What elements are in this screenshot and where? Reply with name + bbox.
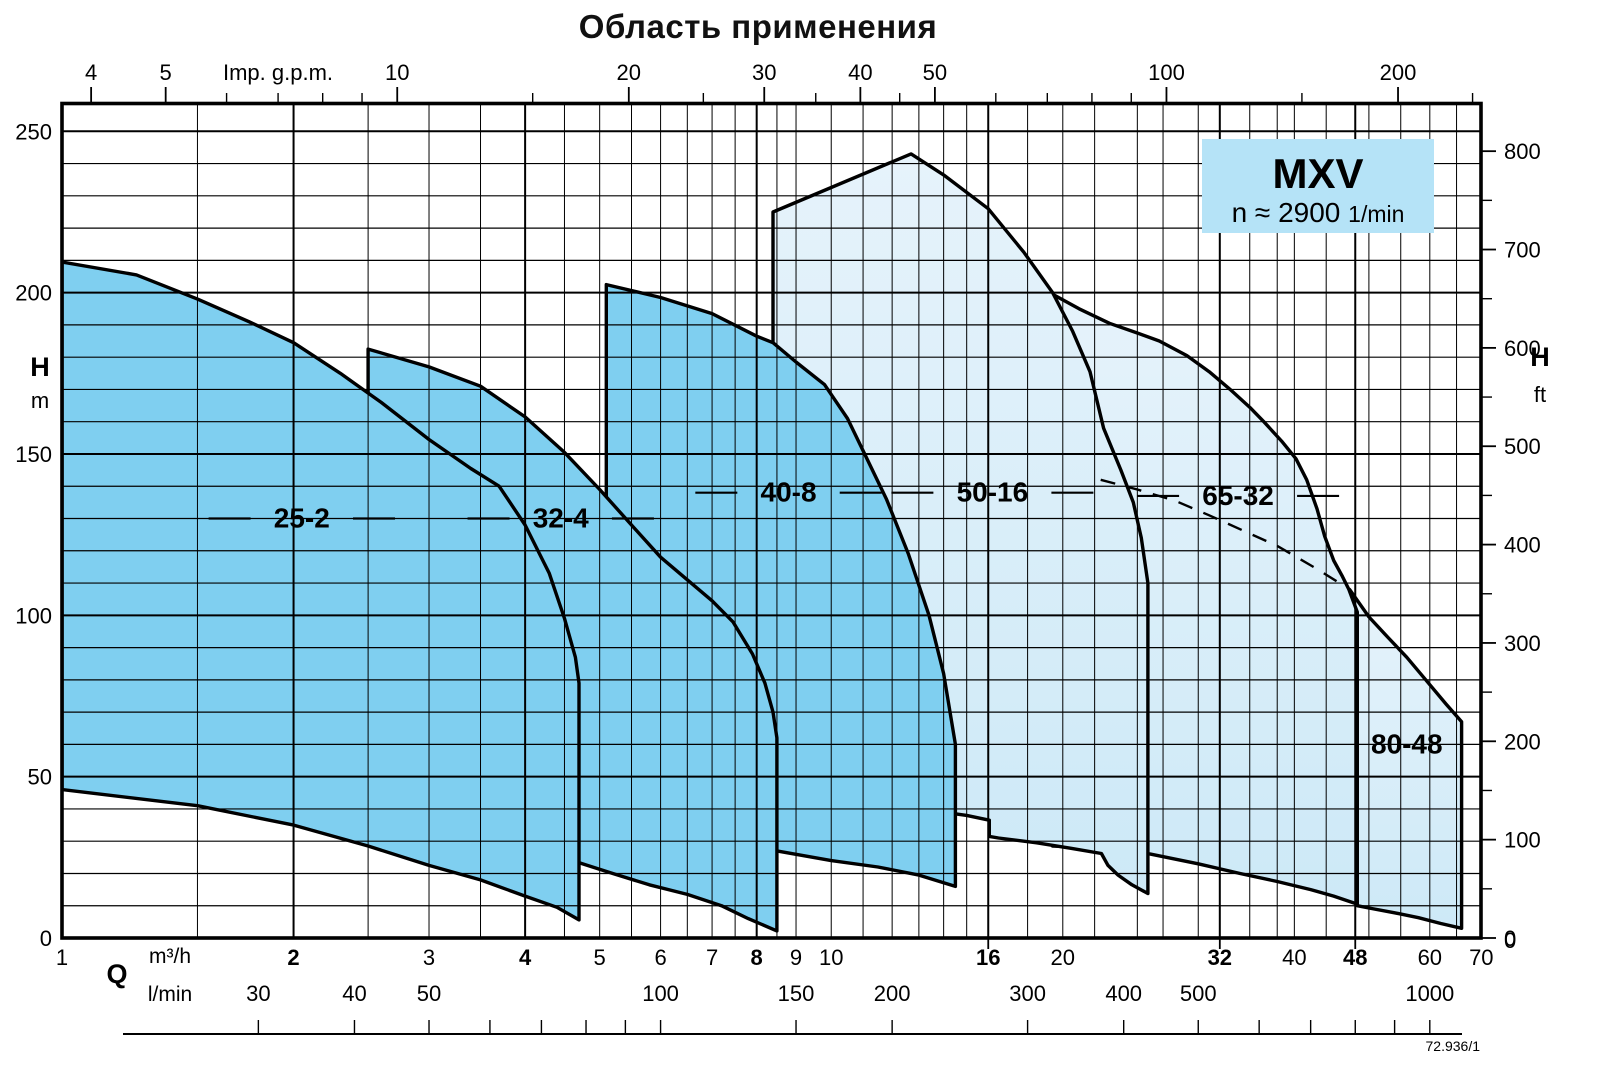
axis-top-gpm: 4 5 10 20 30 40 50 100 200 Imp. g.p.m. bbox=[85, 60, 1474, 104]
pump-labels: 25-2 32-4 40-8 50-16 65-32 80-48 bbox=[208, 477, 1443, 759]
tick-label-left: 0 bbox=[40, 926, 52, 951]
envelope-25-2 bbox=[62, 260, 581, 922]
drawing-reference: 72.936/1 bbox=[1426, 1038, 1481, 1054]
tick-label-m3h: 48 bbox=[1343, 945, 1367, 970]
tick-label-m3h: 8 bbox=[751, 945, 763, 970]
tick-label-m3h: 32 bbox=[1208, 945, 1232, 970]
tick-label-lmin: 30 bbox=[246, 981, 270, 1006]
tick-label-m3h: 5 bbox=[594, 945, 606, 970]
axis-left-unit: m bbox=[31, 388, 49, 413]
pump-label-40-8: 40-8 bbox=[761, 477, 817, 508]
axis-top-unit-label: Imp. g.p.m. bbox=[223, 60, 333, 85]
pump-label-80-48: 80-48 bbox=[1371, 728, 1443, 759]
model-badge-box bbox=[1202, 139, 1434, 233]
tick-label-lmin: 500 bbox=[1180, 981, 1217, 1006]
tick-label-top: 30 bbox=[752, 60, 776, 85]
tick-label-right: 600 bbox=[1504, 336, 1541, 361]
tick-label-m3h: 2 bbox=[287, 945, 299, 970]
axis-right-unit: ft bbox=[1534, 382, 1546, 407]
axis-bottom-name: Q bbox=[106, 959, 127, 989]
model-badge-speed: n ≈ 2900 1/min bbox=[1232, 197, 1405, 228]
tick-label-m3h: 3 bbox=[423, 945, 435, 970]
tick-label-lmin: 150 bbox=[778, 981, 815, 1006]
pump-label-25-2: 25-2 bbox=[274, 503, 330, 534]
tick-label-top: 50 bbox=[923, 60, 947, 85]
tick-label-right: 100 bbox=[1504, 828, 1541, 853]
axis-right-name: H bbox=[1530, 342, 1550, 372]
tick-label-lmin: 40 bbox=[342, 981, 366, 1006]
tick-label-right: 400 bbox=[1504, 533, 1541, 558]
tick-label-right: 800 bbox=[1504, 139, 1541, 164]
tick-label-m3h: 20 bbox=[1051, 945, 1075, 970]
tick-label-m3h: 4 bbox=[519, 945, 532, 970]
tick-label-top: 10 bbox=[385, 60, 409, 85]
tick-label-m3h: 6 bbox=[654, 945, 666, 970]
tick-label-left: 250 bbox=[15, 119, 52, 144]
tick-label-left: 50 bbox=[28, 765, 52, 790]
envelope-80-48 bbox=[1347, 587, 1464, 930]
tick-label-m3h: 7 bbox=[706, 945, 718, 970]
tick-label-right: 300 bbox=[1504, 631, 1541, 656]
tick-label-top: 20 bbox=[617, 60, 641, 85]
tick-label-m3h: 70 bbox=[1469, 945, 1493, 970]
axis-bottom-unit1: m³/h bbox=[149, 945, 191, 968]
tick-label-left: 200 bbox=[15, 281, 52, 306]
tick-label-left: 150 bbox=[15, 442, 52, 467]
tick-label-left: 100 bbox=[15, 603, 52, 628]
tick-label-right-zero: 0 bbox=[1504, 928, 1516, 953]
tick-label-lmin: 50 bbox=[417, 981, 441, 1006]
tick-label-m3h: 40 bbox=[1282, 945, 1306, 970]
axis-left-name: H bbox=[30, 352, 50, 382]
tick-label-m3h: 60 bbox=[1418, 945, 1442, 970]
tick-label-top: 100 bbox=[1148, 60, 1185, 85]
tick-label-top: 200 bbox=[1380, 60, 1417, 85]
tick-label-m3h: 10 bbox=[819, 945, 843, 970]
tick-label-m3h: 16 bbox=[976, 945, 1000, 970]
pump-label-32-4: 32-4 bbox=[533, 503, 589, 534]
tick-label-right: 500 bbox=[1504, 434, 1541, 459]
dashed-boundary-line bbox=[1100, 478, 1346, 588]
tick-label-top: 5 bbox=[160, 60, 172, 85]
tick-label-lmin: 200 bbox=[874, 981, 911, 1006]
tick-label-right: 200 bbox=[1504, 729, 1541, 754]
tick-label-lmin: 100 bbox=[642, 981, 679, 1006]
tick-label-lmin: 1000 bbox=[1405, 981, 1454, 1006]
tick-label-m3h: 1 bbox=[56, 945, 68, 970]
pump-label-65-32: 65-32 bbox=[1202, 480, 1274, 511]
model-badge-title: MXV bbox=[1272, 150, 1363, 197]
tick-label-lmin: 300 bbox=[1009, 981, 1046, 1006]
tick-label-lmin: 400 bbox=[1105, 981, 1142, 1006]
axis-left-m: 0 50 100 150 200 250 Hm bbox=[15, 119, 52, 951]
tick-label-right: 0 bbox=[1504, 926, 1516, 951]
axis-bottom-unit2: l/min bbox=[148, 983, 192, 1006]
pump-envelopes bbox=[62, 152, 1464, 933]
tick-label-right: 700 bbox=[1504, 238, 1541, 263]
tick-label-top: 4 bbox=[85, 60, 97, 85]
grid bbox=[62, 103, 1481, 938]
page-title: Область применения bbox=[578, 8, 938, 45]
plot-border bbox=[60, 101, 1483, 940]
tick-label-top: 40 bbox=[848, 60, 872, 85]
axis-bottom-q: 1 2 3 4 5 6 7 8 9 10 16 20 32 40 48 60 70 Qm³/h l/min 30 40 5… bbox=[56, 938, 1494, 1035]
tick-label-m3h: 9 bbox=[790, 945, 802, 970]
pump-label-50-16: 50-16 bbox=[957, 477, 1029, 508]
